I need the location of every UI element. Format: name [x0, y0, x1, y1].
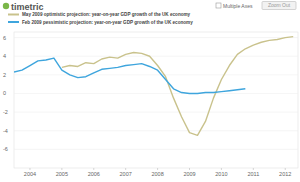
grid-line [14, 56, 298, 57]
checkbox-label: Multiple Axes [223, 3, 253, 9]
grid-line [14, 74, 298, 75]
x-tick-label: 2011 [247, 171, 259, 177]
legend-swatch [8, 21, 19, 23]
checkbox[interactable] [216, 3, 221, 8]
x-tick [221, 168, 222, 170]
x-tick [61, 168, 62, 170]
chart: timetric Multiple Axes Zoom Out May 2009 op… [0, 0, 300, 182]
y-tick-label: 2 [3, 72, 6, 78]
y-tick-label: 6 [3, 35, 6, 41]
zoom-button[interactable] [262, 2, 296, 10]
y-tick-label: 0 [3, 90, 6, 96]
logo-icon [3, 3, 9, 9]
logo: timetric [11, 2, 44, 12]
grid-line [14, 130, 298, 131]
legend-label: Feb 2009 pessimistic projection: year-on… [22, 20, 193, 25]
x-tick [29, 168, 30, 170]
x-tick [93, 168, 94, 170]
x-tick-label: 2008 [151, 171, 163, 177]
x-tick [125, 168, 126, 170]
x-tick-label: 2009 [183, 171, 195, 177]
x-tick-label: 2012 [279, 171, 291, 177]
grid-line [14, 37, 298, 38]
legend-swatch [8, 14, 19, 16]
grid-line [14, 112, 298, 113]
zoom-button-label: Zoom Out [268, 2, 291, 8]
x-tick [157, 168, 158, 170]
x-tick [253, 168, 254, 170]
x-tick-label: 2010 [215, 171, 227, 177]
grid-line [14, 93, 298, 94]
grid-line [14, 149, 298, 150]
y-tick-label: -2 [3, 109, 8, 115]
legend-label: May 2009 optimistic projection: year-on-… [22, 12, 191, 17]
series-line [62, 37, 293, 136]
plot-frame [14, 32, 298, 168]
series-group [14, 37, 293, 136]
y-tick-label: -4 [3, 128, 8, 134]
x-tick-label: 2006 [88, 171, 100, 177]
x-tick [189, 168, 190, 170]
series-line [14, 58, 245, 93]
y-tick-label: 4 [3, 53, 6, 59]
y-tick-label: -6 [3, 146, 8, 152]
x-tick-label: 2007 [120, 171, 132, 177]
x-tick-label: 2004 [24, 171, 36, 177]
x-tick [285, 168, 286, 170]
x-tick-label: 2005 [56, 171, 68, 177]
